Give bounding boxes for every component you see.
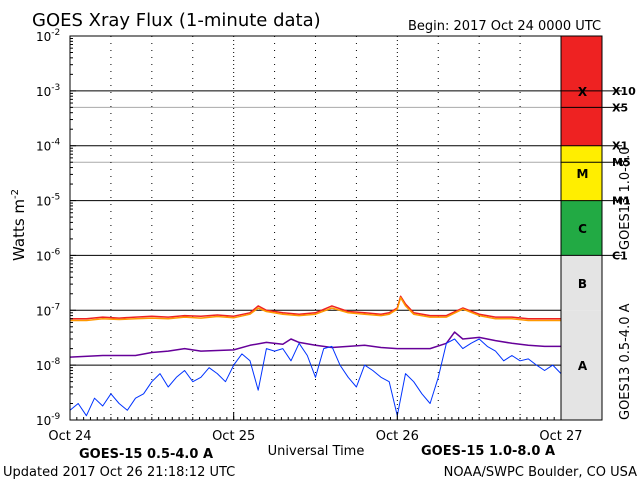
class-band-c xyxy=(561,200,602,256)
goes13-long-label: GOES13 1.0-8.0 xyxy=(618,147,633,251)
series-line-3 xyxy=(69,338,562,417)
class-band-label: M xyxy=(577,167,589,181)
series-line-0 xyxy=(70,295,561,320)
x-tick-label: Oct 27 xyxy=(539,429,582,444)
x-axis-ticks: Oct 24 Oct 25 Oct 26 Oct 27 xyxy=(48,412,583,444)
y-tick-label: 10-4 xyxy=(36,138,61,154)
class-band-a xyxy=(561,310,602,420)
y-tick-label: 10-8 xyxy=(36,357,61,373)
y-tick-label: 10-7 xyxy=(36,302,60,318)
y-tick-label: 10-9 xyxy=(36,412,61,428)
flare-level-labels: X10 X5 X1 M5 M1 C1 xyxy=(561,85,636,262)
flare-class-bands: X M C B A xyxy=(561,36,602,420)
x-tick-label: Oct 24 xyxy=(48,429,91,444)
y-tick-label: 10-3 xyxy=(36,83,60,99)
y-axis-label-exp: -2 xyxy=(10,189,21,199)
y-tick-label: 10-5 xyxy=(36,193,60,209)
plot-background xyxy=(70,36,561,420)
class-band-label: B xyxy=(578,277,587,291)
x-axis-label: Universal Time xyxy=(268,444,365,459)
class-band-label: C xyxy=(578,222,587,236)
series-line-1 xyxy=(70,296,561,322)
flare-level-label: M5 xyxy=(612,156,631,169)
chart-title: GOES Xray Flux (1-minute data) xyxy=(32,10,321,31)
class-band-label: X xyxy=(578,85,588,99)
band-frame xyxy=(560,35,603,421)
plot-area xyxy=(70,36,561,420)
updated-timestamp: Updated 2017 Oct 26 21:18:12 UTC xyxy=(3,465,235,480)
y-axis-label-base: Watts m xyxy=(10,199,28,261)
source-credit: NOAA/SWPC Boulder, CO USA xyxy=(444,465,637,480)
x-tick-label: Oct 26 xyxy=(376,429,419,444)
goes13-short-label: GOES13 0.5-4.0 A xyxy=(618,303,633,420)
gridlines xyxy=(70,36,561,420)
flare-level-label: M1 xyxy=(612,195,631,208)
flare-level-label: X1 xyxy=(612,140,628,153)
legend-goes15-short: GOES-15 0.5-4.0 A xyxy=(79,447,213,462)
class-band-label: A xyxy=(578,359,588,373)
y-tick-label: 10-6 xyxy=(36,247,61,263)
flare-level-label: X10 xyxy=(612,85,636,98)
legend-goes15-long: GOES-15 1.0-8.0 A xyxy=(421,444,555,459)
data-series xyxy=(69,295,562,417)
class-band-m xyxy=(561,145,602,201)
flare-level-label: C1 xyxy=(612,249,628,262)
y-axis-ticks: 10-9 10-8 10-7 10-6 10-5 10-4 10-3 10-2 xyxy=(36,28,76,428)
begin-label: Begin: 2017 Oct 24 0000 UTC xyxy=(408,19,601,34)
class-band-b xyxy=(561,255,602,311)
y-tick-label: 10-2 xyxy=(36,28,60,44)
y-axis-label: Watts m-2 xyxy=(10,189,28,261)
x-tick-label: Oct 25 xyxy=(212,429,255,444)
flare-level-label: X5 xyxy=(612,101,628,114)
